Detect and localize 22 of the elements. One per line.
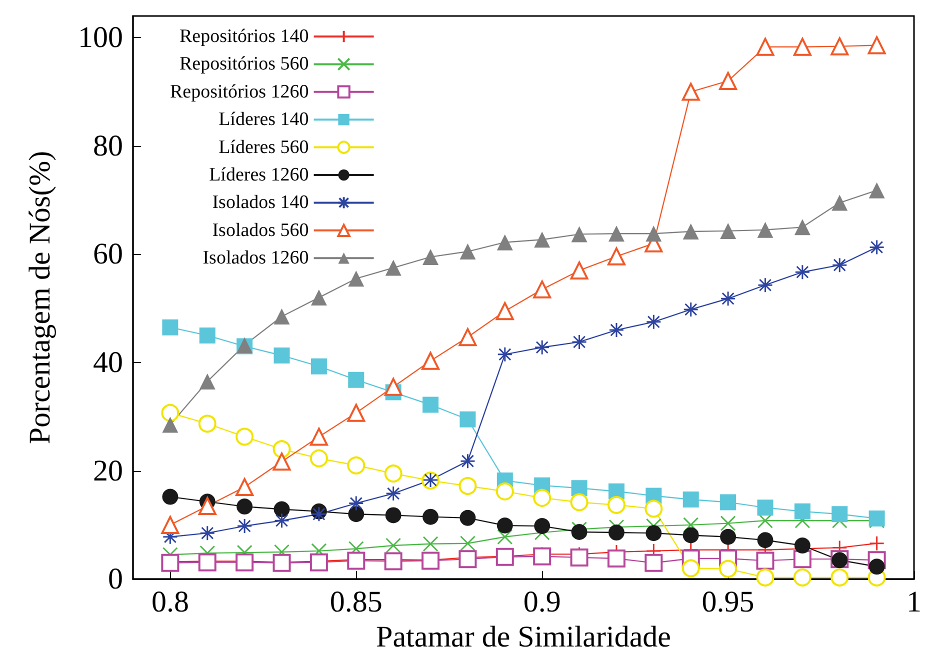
x-tick-label: 0.95 [702, 586, 754, 619]
legend-label: Repositórios 1260 [170, 81, 309, 102]
x-tick-label: 1 [906, 586, 922, 619]
x-axis-title: Patamar de Similaridade [376, 620, 671, 654]
y-tick-label: 80 [93, 129, 123, 162]
y-tick-label: 100 [78, 21, 123, 54]
y-tick-label: 20 [93, 454, 123, 488]
legend-label: Líderes 1260 [209, 164, 309, 186]
x-tick-label: 0.8 [151, 586, 189, 619]
legend-label: Repositórios 560 [179, 54, 309, 75]
y-tick-label: 0 [108, 562, 123, 596]
y-tick-label: 40 [93, 346, 123, 380]
y-tick-label: 60 [93, 238, 123, 271]
legend-label: Isolados 140 [212, 192, 309, 214]
legend-label: Isolados 1260 [202, 248, 309, 269]
legend-label: Líderes 140 [218, 109, 309, 130]
legend-label: Líderes 560 [218, 136, 309, 158]
x-tick-label: 0.85 [330, 586, 382, 619]
legend-label: Isolados 560 [212, 220, 309, 241]
legend-label: Repositórios 140 [179, 26, 309, 47]
y-axis-title: Porcentagem de Nós(%) [24, 150, 56, 444]
x-tick-label: 0.9 [523, 586, 561, 619]
